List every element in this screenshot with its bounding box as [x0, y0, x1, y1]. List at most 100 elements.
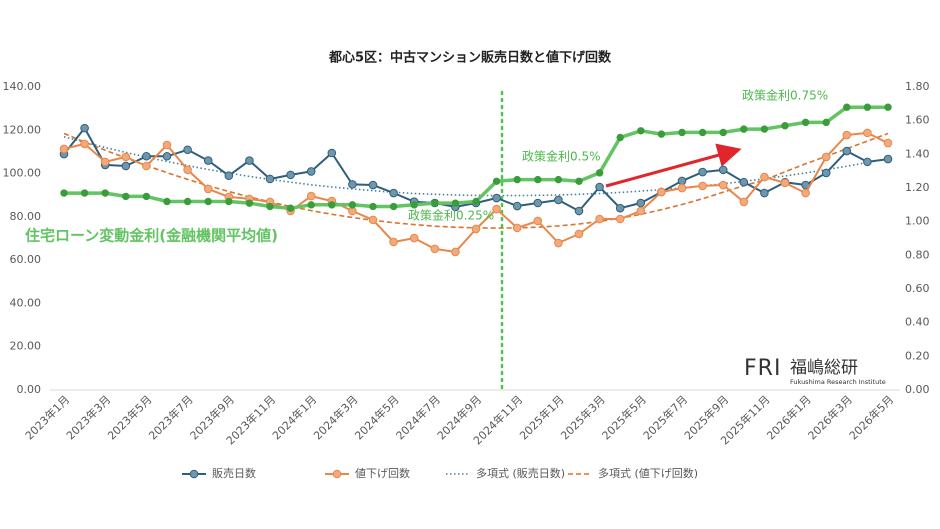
data-point — [801, 118, 810, 127]
trendline — [63, 136, 889, 197]
data-point — [472, 197, 480, 206]
data-point — [389, 188, 398, 198]
data-point — [121, 161, 131, 171]
data-point — [883, 154, 893, 164]
y-tick-label: 20.00 — [10, 340, 42, 353]
series-label: 住宅ローン変動金利(金融機関平均値) — [25, 227, 278, 245]
data-point — [863, 103, 872, 111]
data-point — [369, 202, 377, 211]
data-point — [739, 177, 749, 187]
data-point — [328, 201, 336, 209]
data-point — [554, 175, 563, 184]
data-point — [60, 189, 68, 197]
legend-item: 多項式 (値下げ回数) — [568, 466, 698, 480]
data-point — [821, 152, 831, 162]
data-point — [307, 201, 315, 209]
y2-tick-label: 1.40 — [905, 147, 930, 160]
data-point — [142, 192, 151, 201]
data-point — [698, 181, 707, 191]
data-point — [59, 144, 69, 154]
data-point — [718, 165, 728, 175]
data-point — [657, 187, 666, 197]
annotation: 政策金利0.75% — [742, 88, 828, 103]
data-point — [863, 157, 872, 167]
series-group — [59, 128, 893, 257]
legend-label: 多項式 (販売日数) — [476, 466, 565, 480]
data-point — [327, 148, 337, 158]
y2-tick-label: 0.60 — [905, 282, 930, 295]
data-point — [863, 128, 872, 138]
data-point — [842, 146, 852, 156]
data-point — [183, 197, 192, 206]
data-point — [636, 206, 646, 216]
y2-tick-label: 0.00 — [905, 383, 930, 396]
data-point — [80, 123, 89, 133]
data-point — [368, 215, 378, 225]
data-point — [534, 175, 542, 184]
data-point — [554, 195, 563, 205]
data-point — [801, 188, 810, 198]
data-point — [389, 202, 398, 211]
data-point — [348, 201, 357, 209]
data-point — [101, 189, 109, 197]
data-point — [224, 171, 234, 181]
y-tick-label: 100.00 — [3, 167, 42, 180]
data-point — [162, 140, 172, 150]
data-point — [575, 177, 583, 185]
data-point — [615, 214, 625, 224]
data-point — [286, 170, 295, 180]
y-tick-label: 80.00 — [10, 210, 42, 223]
y2-tick-label: 1.00 — [905, 215, 930, 228]
data-point — [306, 167, 316, 176]
y2-tick-label: 0.20 — [905, 349, 930, 362]
data-point — [163, 197, 171, 206]
data-point — [266, 202, 274, 211]
series-group — [60, 103, 892, 212]
data-point — [492, 193, 501, 203]
logo-mark: FRI — [744, 356, 781, 381]
data-point — [451, 199, 460, 207]
y2-tick-label: 1.20 — [905, 181, 930, 194]
data-point — [183, 145, 192, 155]
data-point — [204, 197, 212, 206]
data-point — [203, 184, 213, 194]
data-point — [595, 214, 604, 224]
data-point — [286, 204, 295, 212]
data-point — [637, 127, 645, 135]
data-point — [698, 128, 707, 137]
data-point — [781, 122, 789, 130]
y-tick-label: 140.00 — [3, 80, 42, 93]
data-point — [225, 197, 233, 206]
data-point — [100, 157, 110, 167]
data-point — [843, 103, 851, 111]
data-point — [780, 178, 790, 188]
data-point — [533, 216, 543, 226]
data-point — [512, 223, 522, 233]
data-point — [677, 176, 687, 186]
data-point — [719, 128, 727, 137]
legend-item: 販売日数 — [182, 467, 256, 480]
data-point — [760, 172, 769, 182]
data-point — [183, 165, 192, 175]
data-point — [430, 244, 440, 254]
data-point — [265, 174, 275, 184]
data-point — [431, 199, 439, 207]
data-point — [122, 192, 130, 201]
data-point — [616, 133, 624, 142]
y2-tick-label: 1.60 — [905, 114, 930, 127]
data-point — [203, 156, 213, 165]
trend-arrow — [605, 143, 742, 188]
data-point — [513, 175, 521, 184]
logo-subtitle: Fukushima Research Institute — [790, 378, 886, 386]
data-point — [80, 139, 89, 149]
data-point — [348, 180, 357, 189]
data-point — [760, 125, 769, 133]
data-point — [492, 204, 501, 214]
x-tick-label: 2026年5月 — [846, 392, 896, 442]
logo: FRI 福嶋総研 Fukushima Research Institute — [744, 356, 886, 386]
data-point — [389, 237, 398, 247]
legend-item: 値下げ回数 — [325, 467, 410, 480]
data-point — [883, 138, 893, 148]
y-tick-label: 0.00 — [17, 383, 42, 396]
data-point — [615, 203, 625, 213]
